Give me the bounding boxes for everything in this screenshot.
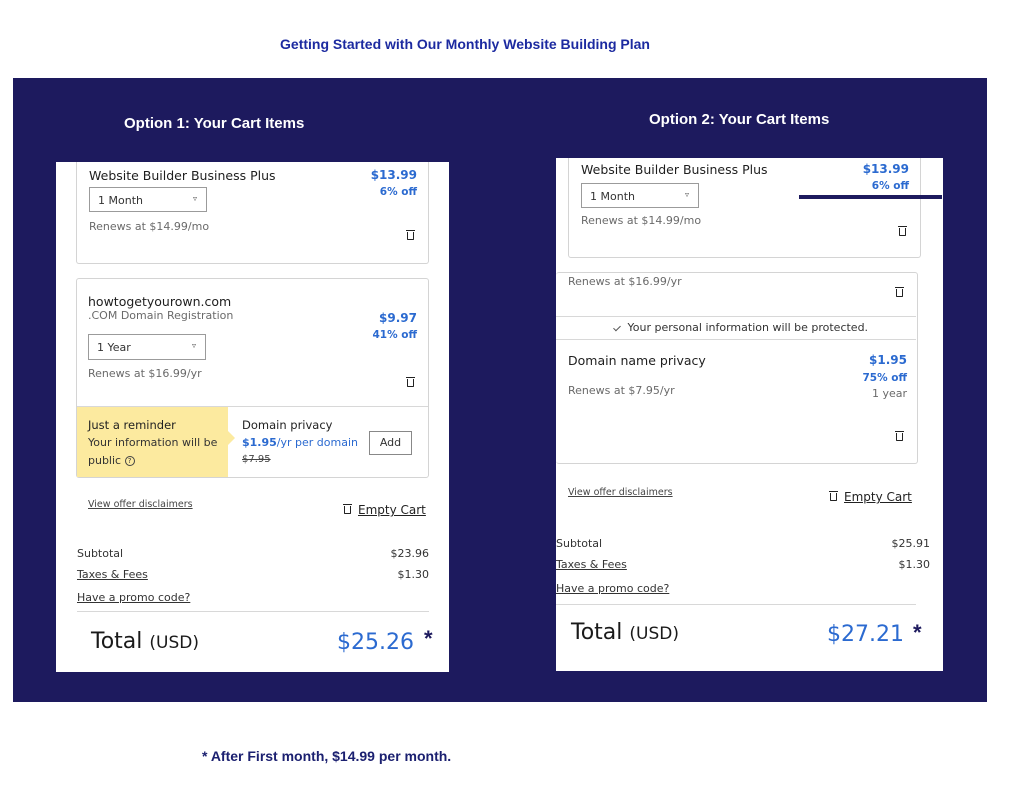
total-value: $25.26 xyxy=(337,630,414,655)
cart-item-domain-cropped: Renews at $16.99/yr Your personal inform… xyxy=(556,272,918,464)
item-discount: 6% off xyxy=(379,186,417,198)
cart-item-website-builder: Website Builder Business Plus $13.99 6% … xyxy=(568,158,921,258)
subtotal-value: $23.96 xyxy=(390,547,430,560)
chevron-down-icon: ▿ xyxy=(684,190,689,199)
privacy-protected-text: Your personal information will be protec… xyxy=(627,321,869,334)
taxes-fees-link[interactable]: Taxes & Fees xyxy=(77,568,148,581)
item-name: Website Builder Business Plus xyxy=(89,168,276,183)
option2-cart-panel: Website Builder Business Plus $13.99 6% … xyxy=(556,158,943,671)
privacy-protected-note: Your personal information will be protec… xyxy=(614,321,869,334)
trash-icon[interactable] xyxy=(898,226,907,237)
divider xyxy=(77,611,429,612)
subtotal-value: $25.91 xyxy=(891,537,931,550)
footnote: * After First month, $14.99 per month. xyxy=(202,748,452,764)
term-select[interactable]: 1 Month ▿ xyxy=(89,187,207,212)
total-label-text: Total xyxy=(91,629,143,654)
divider xyxy=(77,406,428,407)
empty-cart-label: Empty Cart xyxy=(358,503,426,517)
add-privacy-button[interactable]: Add xyxy=(369,431,412,455)
reminder-line1: Your information will be xyxy=(88,436,218,449)
privacy-reminder: Just a reminder Your information will be… xyxy=(77,407,228,477)
total-currency: (USD) xyxy=(629,624,679,644)
privacy-item-discount: 75% off xyxy=(862,372,907,384)
privacy-offer-per: /yr per domain xyxy=(276,436,358,449)
privacy-item-name: Domain name privacy xyxy=(568,353,706,368)
taxes-value: $1.30 xyxy=(397,568,430,581)
chevron-down-icon: ▿ xyxy=(191,341,196,350)
footnote-marker: * xyxy=(913,620,922,645)
item-price: $9.97 xyxy=(379,311,417,325)
help-icon[interactable]: ? xyxy=(124,456,135,466)
subtotal-label: Subtotal xyxy=(77,547,124,560)
subtotal-label: Subtotal xyxy=(556,537,603,550)
privacy-offer-old-price: $7.95 xyxy=(242,454,271,465)
divider xyxy=(556,316,916,317)
term-select-value: 1 Year xyxy=(97,341,131,354)
item-price: $13.99 xyxy=(370,168,417,182)
item-name: Website Builder Business Plus xyxy=(581,162,768,177)
reminder-pointer xyxy=(228,431,235,445)
offer-disclaimers-link[interactable]: View offer disclaimers xyxy=(88,499,193,510)
taxes-fees-link[interactable]: Taxes & Fees xyxy=(556,558,627,571)
cart-item-website-builder: Website Builder Business Plus $13.99 6% … xyxy=(76,162,429,264)
divider xyxy=(556,604,916,605)
renewal-text: Renews at $16.99/yr xyxy=(568,275,682,288)
option2-title: Option 2: Your Cart Items xyxy=(649,111,830,128)
page-title: Getting Started with Our Monthly Website… xyxy=(280,36,650,52)
total-currency: (USD) xyxy=(149,633,199,653)
total-value: $27.21 xyxy=(827,622,904,647)
trash-icon xyxy=(343,504,352,515)
renewal-text: Renews at $14.99/mo xyxy=(89,220,210,233)
trash-icon xyxy=(829,491,838,502)
total-label: Total (USD) xyxy=(571,620,679,645)
privacy-offer-price: $1.95/yr per domain xyxy=(242,436,358,449)
taxes-value: $1.30 xyxy=(898,558,931,571)
footnote-marker: * xyxy=(424,626,433,651)
total-label-text: Total xyxy=(571,620,623,645)
term-select-value: 1 Month xyxy=(590,190,635,203)
renewal-text: Renews at $16.99/yr xyxy=(88,367,202,380)
promo-code-link[interactable]: Have a promo code? xyxy=(556,582,670,595)
annotation-line xyxy=(799,195,942,199)
privacy-offer-amount: $1.95 xyxy=(242,436,277,449)
comparison-banner: Option 1: Your Cart Items Website Builde… xyxy=(13,78,987,702)
check-icon xyxy=(614,323,624,333)
item-price: $13.99 xyxy=(862,162,909,176)
divider xyxy=(556,339,916,340)
privacy-offer-title: Domain privacy xyxy=(242,418,333,432)
renewal-text: Renews at $7.95/yr xyxy=(568,384,675,397)
domain-name: howtogetyourown.com xyxy=(88,294,232,309)
privacy-item-term: 1 year xyxy=(871,387,907,400)
option1-cart-panel: Website Builder Business Plus $13.99 6% … xyxy=(56,162,449,672)
domain-type: .COM Domain Registration xyxy=(88,309,234,322)
empty-cart-button[interactable]: Empty Cart xyxy=(343,503,426,517)
reminder-line2-text: public xyxy=(88,454,122,467)
reminder-title: Just a reminder xyxy=(88,418,176,432)
trash-icon[interactable] xyxy=(895,431,904,442)
trash-icon[interactable] xyxy=(406,377,415,388)
trash-icon[interactable] xyxy=(406,230,415,241)
empty-cart-button[interactable]: Empty Cart xyxy=(829,490,912,504)
cart-item-domain: howtogetyourown.com .COM Domain Registra… xyxy=(76,278,429,478)
offer-disclaimers-link[interactable]: View offer disclaimers xyxy=(568,487,673,498)
privacy-item-price: $1.95 xyxy=(869,353,907,367)
item-discount: 6% off xyxy=(871,180,909,192)
term-select-value: 1 Month xyxy=(98,194,143,207)
trash-icon[interactable] xyxy=(895,287,904,298)
renewal-text: Renews at $14.99/mo xyxy=(581,214,702,227)
empty-cart-label: Empty Cart xyxy=(844,490,912,504)
chevron-down-icon: ▿ xyxy=(192,194,197,203)
term-select[interactable]: 1 Year ▿ xyxy=(88,334,206,360)
option1-title: Option 1: Your Cart Items xyxy=(124,115,305,132)
item-discount: 41% off xyxy=(372,329,417,341)
reminder-line2: public ? xyxy=(88,454,135,467)
term-select[interactable]: 1 Month ▿ xyxy=(581,183,699,208)
promo-code-link[interactable]: Have a promo code? xyxy=(77,591,191,604)
total-label: Total (USD) xyxy=(91,629,199,654)
